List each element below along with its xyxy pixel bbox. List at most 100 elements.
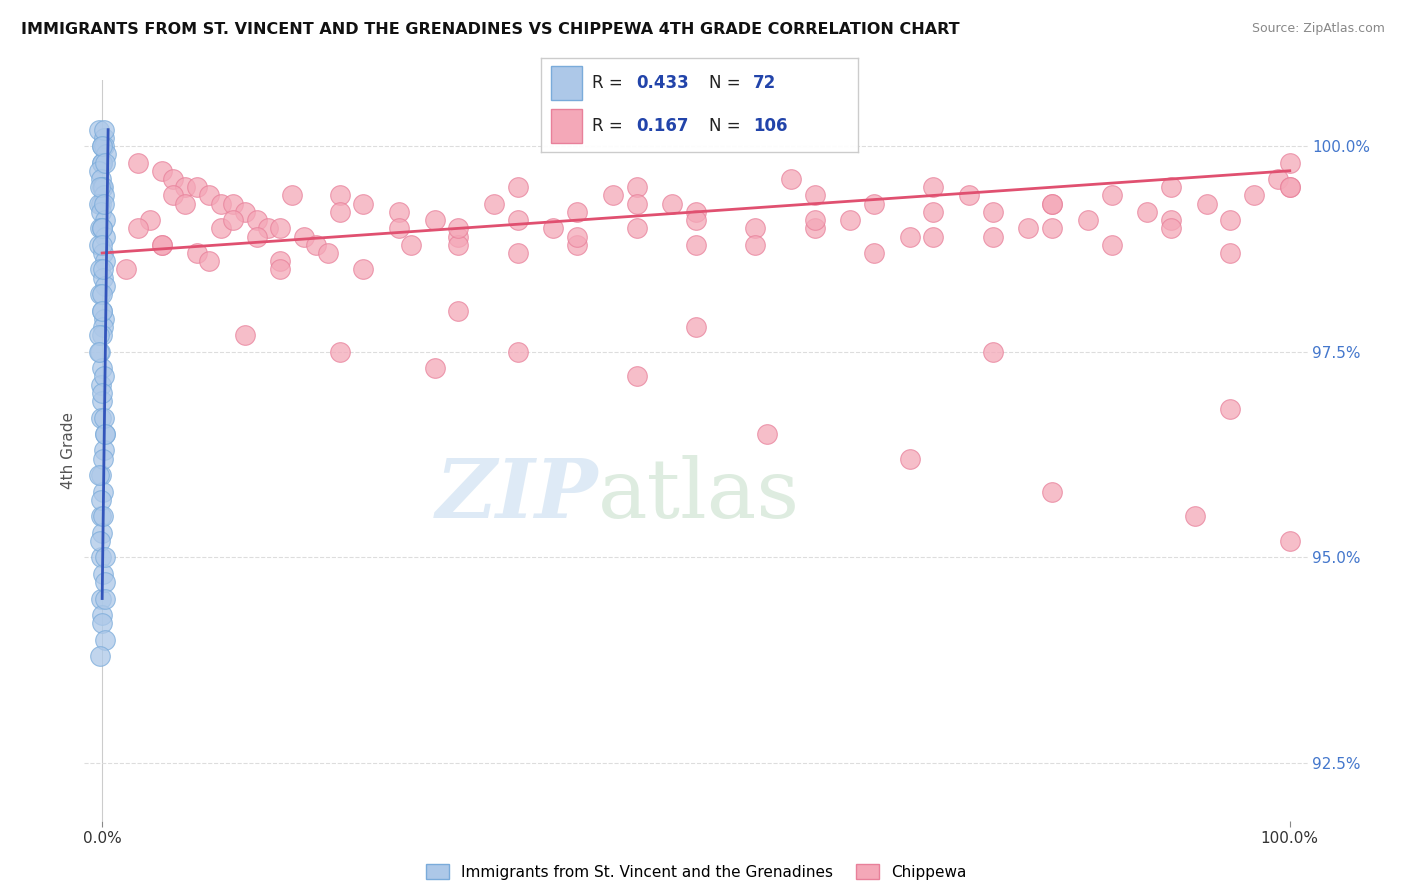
Point: [922, 205, 945, 219]
Point: [91, 328, 114, 343]
Point: [305, 237, 328, 252]
Text: 72: 72: [754, 74, 776, 92]
Point: [90, 303, 112, 318]
Text: R =: R =: [592, 118, 628, 136]
Point: [1101, 188, 1123, 202]
Point: [1040, 196, 1063, 211]
Point: [93, 410, 115, 425]
Point: [87, 468, 110, 483]
Point: [839, 213, 862, 227]
Point: [89, 122, 111, 136]
Point: [281, 188, 304, 202]
Point: [91, 616, 114, 631]
Point: [257, 221, 280, 235]
Point: [1278, 180, 1301, 194]
Point: [91, 180, 114, 194]
Point: [1267, 172, 1289, 186]
Point: [174, 180, 197, 194]
Point: [1278, 155, 1301, 169]
Point: [898, 229, 921, 244]
Point: [91, 287, 114, 301]
Point: [198, 188, 221, 202]
Point: [91, 385, 114, 400]
Point: [94, 213, 117, 227]
Point: [1101, 237, 1123, 252]
Point: [352, 196, 374, 211]
Point: [91, 509, 114, 524]
Point: [90, 591, 112, 606]
Point: [269, 262, 291, 277]
Point: [162, 172, 184, 186]
Point: [685, 237, 707, 252]
Point: [93, 369, 115, 384]
Point: [1243, 188, 1265, 202]
Point: [93, 139, 115, 153]
Point: [90, 221, 112, 235]
Point: [1160, 180, 1182, 194]
Point: [91, 484, 114, 499]
FancyBboxPatch shape: [551, 66, 582, 100]
Point: [1278, 533, 1301, 548]
Point: [329, 344, 352, 359]
Point: [91, 361, 114, 376]
Point: [94, 427, 117, 442]
Point: [90, 196, 112, 211]
Point: [863, 246, 886, 260]
Point: [90, 410, 112, 425]
Point: [186, 180, 208, 194]
Point: [447, 221, 470, 235]
Point: [388, 221, 411, 235]
Point: [115, 262, 138, 277]
Point: [506, 180, 529, 194]
Point: [93, 180, 115, 194]
Point: [89, 344, 111, 359]
Point: [1219, 213, 1241, 227]
Text: IMMIGRANTS FROM ST. VINCENT AND THE GRENADINES VS CHIPPEWA 4TH GRADE CORRELATION: IMMIGRANTS FROM ST. VINCENT AND THE GREN…: [21, 22, 960, 37]
Point: [89, 533, 111, 548]
Point: [1278, 180, 1301, 194]
Point: [90, 205, 112, 219]
Point: [90, 509, 112, 524]
Point: [957, 188, 980, 202]
Point: [90, 139, 112, 153]
FancyBboxPatch shape: [551, 110, 582, 144]
Text: N =: N =: [709, 74, 745, 92]
Point: [91, 246, 114, 260]
Point: [1219, 246, 1241, 260]
Point: [90, 607, 112, 622]
Point: [626, 196, 648, 211]
Point: [90, 492, 112, 507]
Point: [93, 591, 115, 606]
Point: [94, 155, 117, 169]
Point: [863, 196, 886, 211]
Point: [90, 550, 112, 565]
Point: [91, 155, 114, 169]
Point: [1040, 221, 1063, 235]
Point: [506, 213, 529, 227]
Point: [87, 196, 110, 211]
Point: [87, 328, 110, 343]
Point: [1040, 484, 1063, 499]
Point: [198, 254, 221, 268]
Point: [90, 525, 112, 540]
Point: [423, 361, 446, 376]
Point: [661, 196, 683, 211]
Point: [233, 328, 256, 343]
Point: [127, 221, 149, 235]
Point: [90, 237, 112, 252]
Point: [803, 188, 825, 202]
Point: [162, 188, 184, 202]
Point: [447, 237, 470, 252]
Y-axis label: 4th Grade: 4th Grade: [60, 412, 76, 489]
Point: [269, 254, 291, 268]
Point: [567, 237, 589, 252]
Text: R =: R =: [592, 74, 628, 92]
Point: [209, 221, 232, 235]
Point: [292, 229, 315, 244]
Text: Source: ZipAtlas.com: Source: ZipAtlas.com: [1251, 22, 1385, 36]
Point: [93, 196, 115, 211]
Point: [756, 427, 779, 442]
Point: [447, 229, 470, 244]
Point: [89, 649, 111, 664]
Point: [245, 213, 267, 227]
